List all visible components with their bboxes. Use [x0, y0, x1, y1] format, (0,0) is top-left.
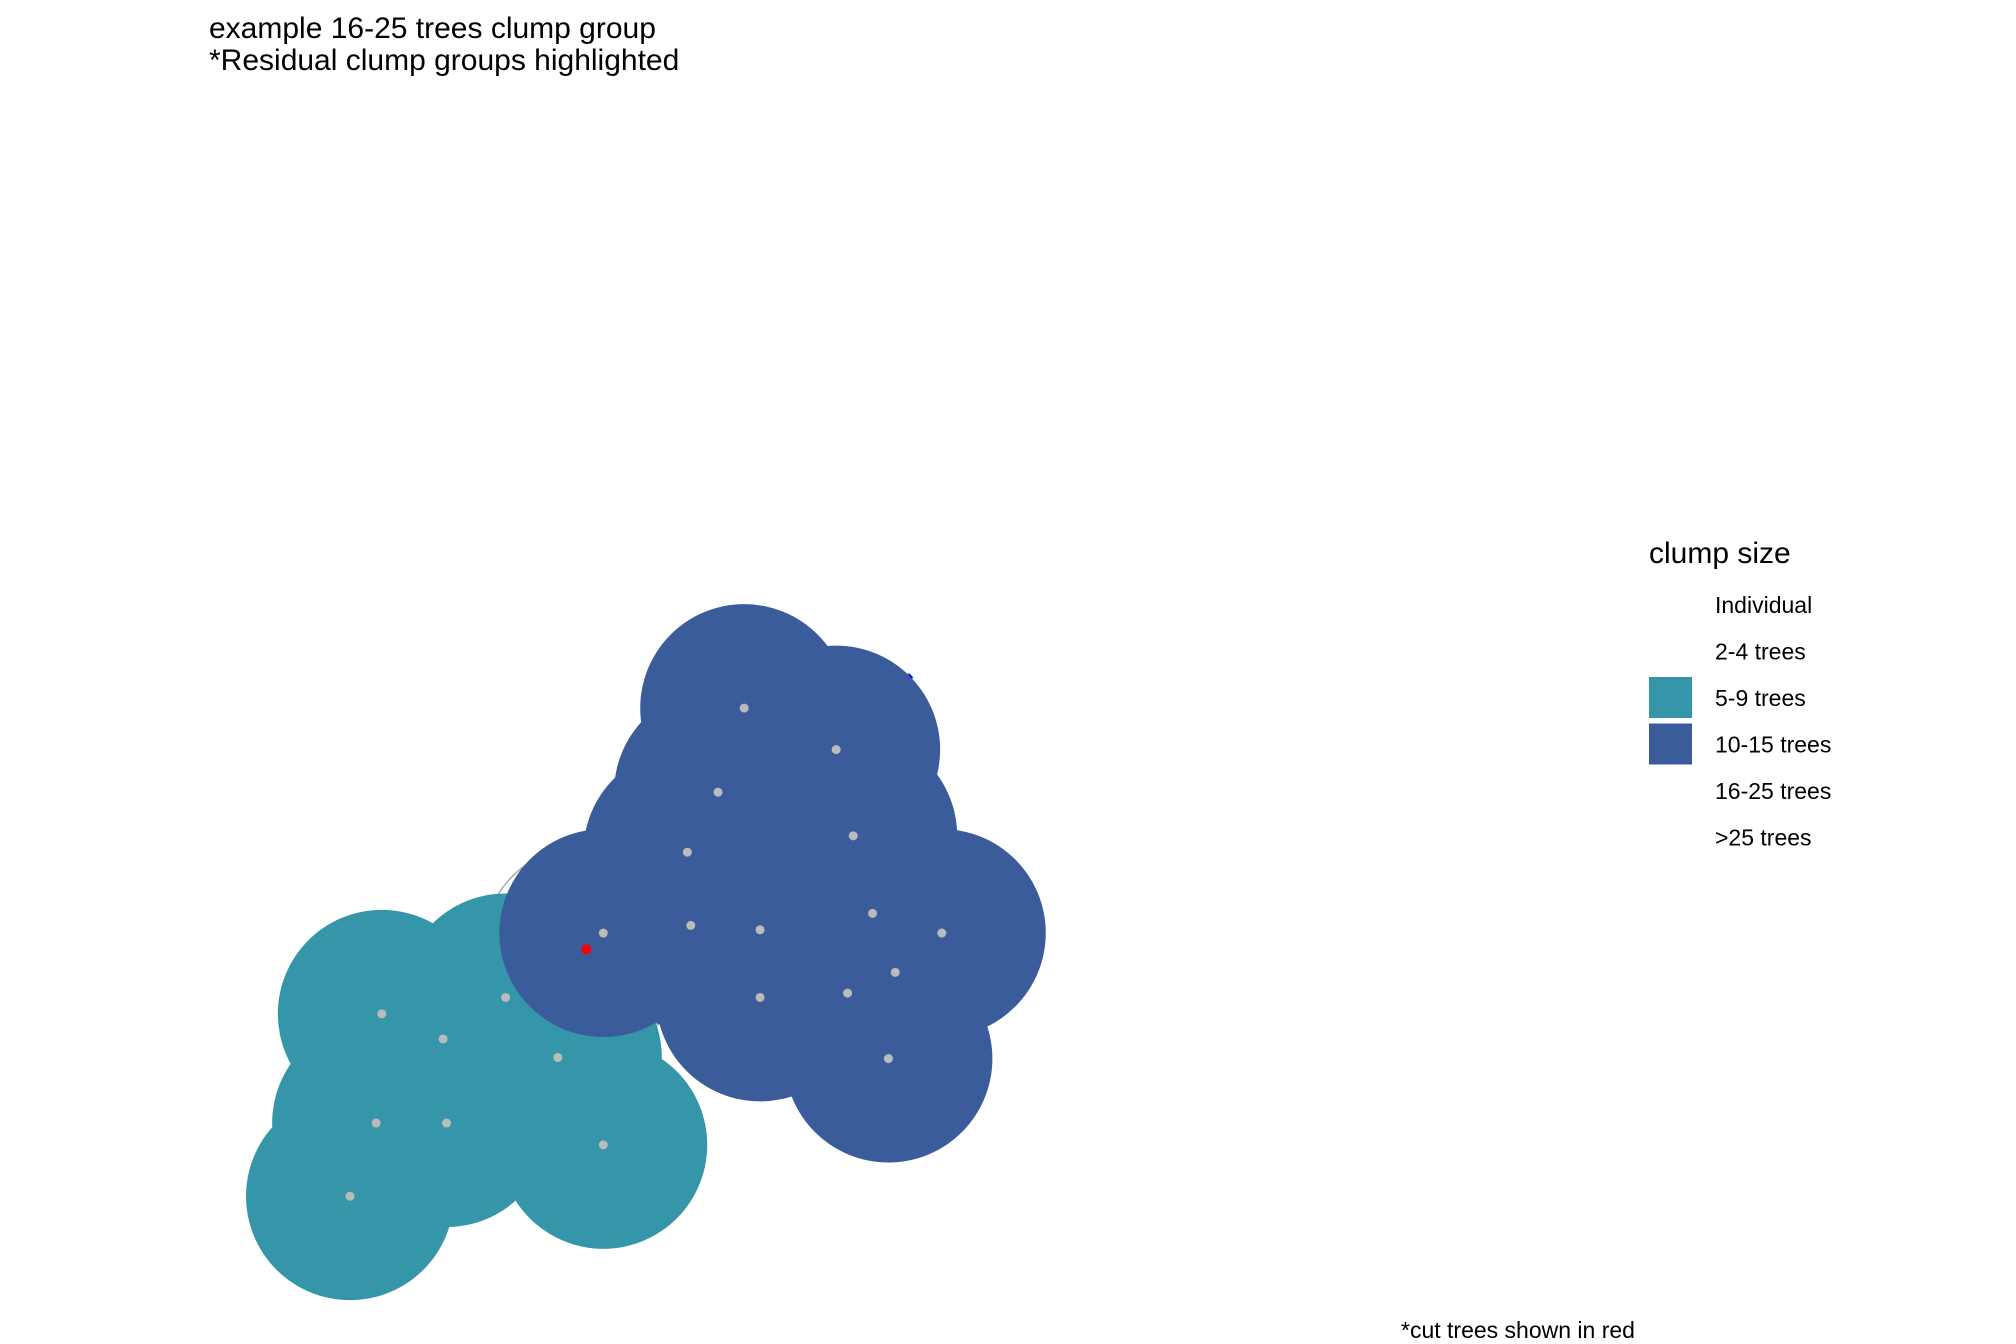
tree-point-22 [883, 1054, 893, 1064]
tree-point-11 [682, 847, 692, 857]
legend-key-4 [1649, 723, 1692, 765]
legend-label-2: 2-4 trees [1715, 639, 1806, 665]
chart-caption: *cut trees shown in red [1401, 1317, 1635, 1343]
tree-point-4 [377, 1009, 387, 1019]
tree-point-20 [890, 967, 900, 977]
legend-title: clump size [1649, 537, 1791, 570]
plot-area [246, 604, 1046, 1301]
legend-label-1: Individual [1715, 592, 1812, 618]
legend-items: Individual 2-4 trees 5-9 trees 10-15 trees 1… [1649, 592, 1831, 851]
tree-point-14 [831, 745, 841, 755]
chart-title: example 16-25 trees clump group [209, 12, 656, 45]
legend-label-5: 16-25 trees [1715, 778, 1831, 804]
tree-point-15 [755, 925, 765, 935]
tree-point-19 [937, 928, 947, 938]
legend-label-3: 5-9 trees [1715, 685, 1806, 711]
chart-subtitle: *Residual clump groups highlighted [209, 44, 679, 77]
tree-point-6 [501, 992, 511, 1002]
legend-label-4: 10-15 trees [1715, 732, 1831, 758]
legend-label-6: >25 trees [1715, 825, 1812, 851]
tree-point-9 [598, 928, 608, 938]
tree-point-21 [843, 988, 853, 998]
tree-point-16 [755, 992, 765, 1002]
cut-tree-point-1 [581, 944, 592, 955]
tree-point-2 [371, 1118, 381, 1128]
tree-point-12 [713, 787, 723, 797]
tree-point-1 [345, 1191, 355, 1201]
tree-point-10 [686, 920, 696, 930]
tree-point-13 [739, 703, 749, 713]
tree-point-5 [438, 1034, 448, 1044]
tree-point-8 [598, 1140, 608, 1150]
legend-key-3 [1649, 677, 1692, 718]
legend: clump size Individual 2-4 trees 5-9 trees 1… [1649, 537, 1831, 851]
tree-point-3 [442, 1118, 452, 1128]
tree-point-7 [553, 1053, 563, 1063]
tree-point-17 [848, 831, 858, 841]
tree-point-18 [868, 908, 878, 918]
